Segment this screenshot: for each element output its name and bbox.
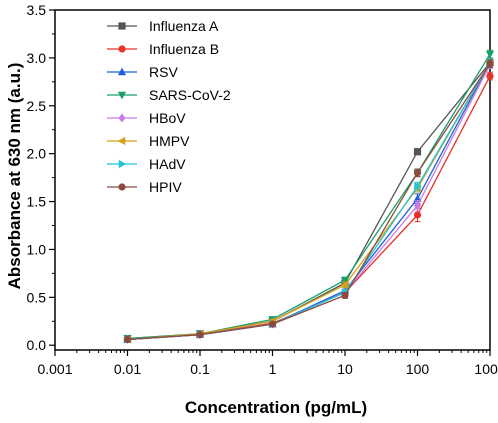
y-tick-label: 1.5 <box>27 194 47 210</box>
y-tick-label: 3.5 <box>27 2 47 18</box>
y-tick-label: 2.5 <box>27 98 47 114</box>
legend-label: SARS-CoV-2 <box>149 87 231 103</box>
legend-entry: Influenza B <box>107 41 219 57</box>
y-tick-label: 0.5 <box>27 289 47 305</box>
x-tick-label: 1 <box>269 361 277 377</box>
plot-border <box>54 9 491 351</box>
data-point <box>413 211 422 219</box>
data-point <box>413 148 422 156</box>
y-tick-label: 2.0 <box>27 146 47 162</box>
series-line <box>127 62 491 341</box>
x-tick-label: 0.1 <box>190 361 210 377</box>
series-line <box>127 62 491 341</box>
legend-label: Influenza B <box>149 41 219 57</box>
legend-entry: Influenza A <box>107 18 219 34</box>
plot-frame <box>54 9 491 351</box>
x-tick-label: 0.01 <box>114 361 141 377</box>
legend: Influenza A Influenza B RSV SARS-CoV-2 HBoV H… <box>107 18 231 195</box>
y-axis-title: Absorbance at 630 nm (a.u.) <box>5 63 24 290</box>
legend-marker <box>117 136 126 146</box>
legend-entry: SARS-CoV-2 <box>107 87 231 103</box>
data-point <box>413 169 422 177</box>
y-tick-label: 1.0 <box>27 241 47 257</box>
data-point <box>486 60 494 68</box>
data-point <box>268 320 277 328</box>
series-line <box>127 62 491 340</box>
legend-label: HPIV <box>149 179 182 195</box>
y-axis: 0.0 0.5 1.0 1.5 2.0 2.5 3.0 3.5 <box>27 2 55 353</box>
series-line <box>127 62 491 341</box>
x-axis-title: Concentration (pg/mL) <box>185 398 367 417</box>
y-tick-label: 0.0 <box>27 337 47 353</box>
data-point <box>123 335 132 344</box>
series-hpiv <box>123 59 494 344</box>
series-line <box>127 64 491 341</box>
legend-label: Influenza A <box>149 18 219 34</box>
x-tick-label: 0.001 <box>37 361 72 377</box>
data-point <box>486 72 494 80</box>
legend-marker <box>117 67 127 76</box>
series-line <box>127 63 491 341</box>
legend-label: HBoV <box>149 110 186 126</box>
data-point <box>485 50 495 59</box>
legend-marker <box>117 91 127 100</box>
data-point <box>413 200 422 210</box>
legend-marker <box>118 159 127 169</box>
legend-entry: HPIV <box>107 179 182 195</box>
x-tick-label: 100 <box>406 361 430 377</box>
legend-entry: HMPV <box>107 133 190 149</box>
legend-marker <box>118 45 126 53</box>
legend-marker <box>118 113 126 123</box>
legend-label: HMPV <box>149 133 190 149</box>
legend-marker <box>118 183 126 191</box>
series-layer <box>123 49 495 344</box>
legend-marker <box>118 22 126 30</box>
legend-label: RSV <box>149 64 178 80</box>
data-point <box>341 291 349 300</box>
legend-entry: HBoV <box>107 110 186 126</box>
legend-entry: RSV <box>107 64 178 80</box>
data-point <box>340 280 349 290</box>
legend-label: HAdV <box>149 156 186 172</box>
data-point <box>196 331 204 339</box>
data-point <box>340 276 350 285</box>
legend-entry: HAdV <box>107 156 186 172</box>
x-tick-label: 10 <box>337 361 353 377</box>
y-tick-label: 3.0 <box>27 50 47 66</box>
data-point <box>414 182 422 191</box>
